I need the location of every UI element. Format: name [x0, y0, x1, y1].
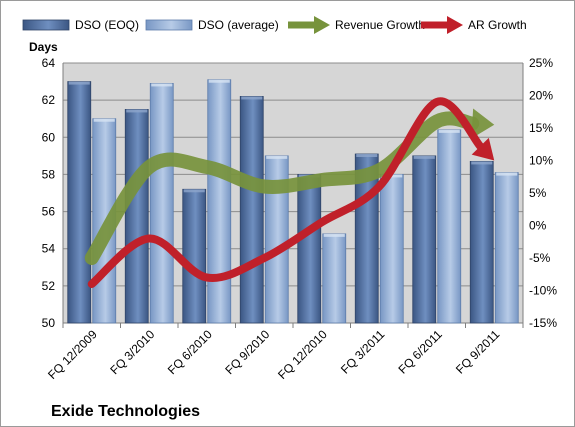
legend-label: DSO (average) [198, 18, 279, 32]
bar-top-highlight [151, 83, 173, 87]
x-category-label: FQ 6/2010 [165, 327, 215, 377]
x-category-label: FQ 3/2011 [338, 327, 388, 377]
arrowhead-revenue-growth [471, 108, 495, 139]
y-right-tick-label: 10% [529, 154, 553, 168]
bar-dso-average [379, 174, 404, 324]
y-right-tick-label: 15% [529, 121, 553, 135]
bar-top-highlight [68, 81, 90, 85]
legend-label: Revenue Growth [335, 18, 425, 32]
bar-top-highlight [471, 161, 493, 165]
bar-dso-average [322, 233, 347, 324]
y-right-tick-label: 20% [529, 89, 553, 103]
y-left-tick-label: 50 [42, 316, 56, 330]
bar-dso-average [207, 79, 232, 324]
bar-dso-average [494, 172, 519, 324]
y-left-tick-label: 58 [42, 167, 56, 181]
y-right-tick-label: -15% [529, 316, 557, 330]
y-left-axis-title: Days [29, 40, 58, 54]
bar-top-highlight [266, 155, 288, 159]
y-right-tick-label: -10% [529, 284, 557, 298]
line-ar-growth [87, 97, 485, 288]
x-category-label: FQ 6/2011 [396, 327, 446, 377]
y-left-tick-label: 62 [42, 93, 56, 107]
y-left-tick-label: 52 [42, 279, 56, 293]
bar-top-highlight [126, 109, 148, 113]
bar-dso-average [149, 83, 174, 324]
y-right-tick-label: 0% [529, 219, 547, 233]
x-category-label: FQ 3/2010 [107, 327, 157, 377]
legend-arrow-icon [314, 16, 330, 34]
legend-label: DSO (EOQ) [75, 18, 139, 32]
bar-top-highlight [241, 96, 263, 100]
bar-top-highlight [93, 118, 115, 122]
bar-dso-eoq [469, 161, 494, 324]
x-category-label: FQ 12/2009 [45, 327, 100, 382]
x-category-label: FQ 12/2010 [275, 327, 330, 382]
bar-dso-eoq [67, 81, 92, 324]
bar-top-highlight [183, 189, 205, 193]
x-category-label: FQ 9/2010 [222, 327, 272, 377]
bar-dso-eoq [182, 188, 207, 324]
bar-dso-eoq [239, 96, 264, 324]
arrowhead-ar-growth [471, 137, 495, 161]
y-left-tick-label: 56 [42, 205, 56, 219]
y-right-tick-label: -5% [529, 251, 551, 265]
bar-top-highlight [356, 154, 378, 157]
y-right-tick-label: 25% [529, 56, 553, 70]
bar-top-highlight [438, 129, 460, 133]
x-category-label: FQ 9/2011 [453, 327, 503, 377]
company-label: Exide Technologies [51, 403, 200, 420]
bar-dso-eoq [124, 109, 149, 324]
bar-dso-eoq [297, 174, 322, 324]
bar-top-highlight [413, 155, 435, 159]
y-left-tick-label: 54 [42, 242, 56, 256]
bar-top-highlight [496, 172, 518, 176]
y-right-tick-label: 5% [529, 186, 547, 200]
bar-top-highlight [323, 233, 345, 237]
legend-swatch-dso-eoq [22, 19, 70, 31]
legend-swatch-dso-average [145, 19, 193, 31]
bar-dso-eoq [412, 155, 437, 324]
legend-arrow-icon [447, 16, 463, 34]
y-left-tick-label: 64 [42, 56, 56, 70]
bar-top-highlight [208, 79, 230, 83]
bar-dso-average [437, 129, 462, 324]
legend-label: AR Growth [468, 18, 527, 32]
line-revenue-growth [84, 111, 480, 265]
y-left-tick-label: 60 [42, 130, 56, 144]
